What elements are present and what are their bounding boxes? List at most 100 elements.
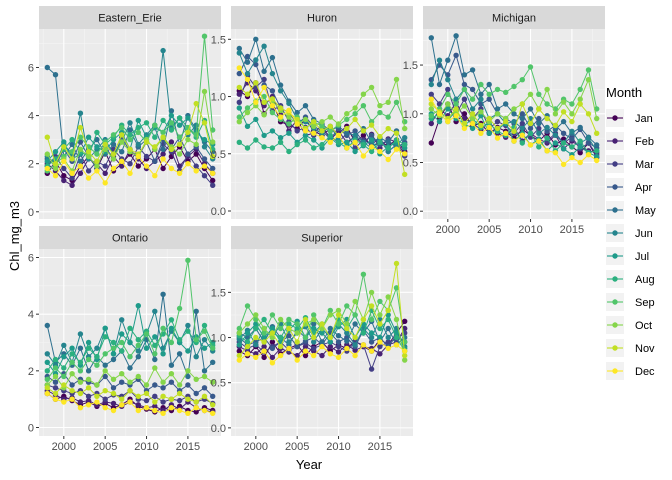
data-point xyxy=(402,352,408,359)
data-point xyxy=(210,153,216,160)
data-point xyxy=(152,399,158,405)
data-point xyxy=(385,294,391,300)
data-point xyxy=(585,152,592,158)
data-point xyxy=(69,136,75,143)
data-point xyxy=(52,379,59,385)
data-point xyxy=(560,99,567,105)
data-point xyxy=(585,140,592,146)
data-point xyxy=(94,382,100,388)
data-point xyxy=(176,337,183,343)
data-point xyxy=(143,331,150,337)
data-point xyxy=(277,325,284,332)
data-point xyxy=(94,399,100,405)
legend-key-point xyxy=(612,138,618,144)
y-tick-label: 0 xyxy=(28,423,34,435)
data-point xyxy=(236,330,242,336)
data-point xyxy=(428,120,434,127)
legend-label: Jun xyxy=(635,228,653,240)
data-point xyxy=(335,132,342,139)
data-point xyxy=(244,339,251,345)
series-dec xyxy=(236,65,408,163)
data-point xyxy=(393,99,400,106)
data-point xyxy=(85,345,92,351)
data-point xyxy=(77,368,84,374)
data-point xyxy=(269,128,276,134)
data-point xyxy=(61,382,67,388)
data-point xyxy=(168,362,175,368)
data-point xyxy=(152,356,158,363)
data-point xyxy=(552,150,559,156)
data-point xyxy=(160,351,166,357)
legend-item-sep: Sep xyxy=(606,293,655,311)
data-point xyxy=(185,368,191,374)
data-point xyxy=(544,101,550,107)
data-point xyxy=(44,368,50,374)
data-point xyxy=(428,96,434,102)
data-point xyxy=(453,101,459,107)
data-point xyxy=(143,120,150,126)
data-point xyxy=(594,148,600,154)
data-point xyxy=(160,151,166,157)
data-point xyxy=(85,356,92,363)
data-point xyxy=(236,65,242,71)
data-point xyxy=(577,150,583,156)
data-point xyxy=(352,111,358,117)
data-point xyxy=(503,118,509,125)
series-nov xyxy=(44,382,216,408)
data-point xyxy=(261,316,267,323)
legend: Month Jan Feb Mar Apr May Jun Jul Aug Sep Oct Nov D… xyxy=(606,85,656,380)
data-point xyxy=(127,379,133,385)
data-point xyxy=(327,339,333,345)
data-point xyxy=(261,339,267,345)
x-tick-label: 2005 xyxy=(93,441,117,453)
data-point xyxy=(261,330,267,336)
data-point xyxy=(445,77,451,83)
data-point xyxy=(102,405,108,411)
data-point xyxy=(135,373,141,380)
data-point xyxy=(377,343,383,350)
data-point xyxy=(176,390,183,397)
data-point xyxy=(201,368,208,374)
series-dec xyxy=(428,96,600,168)
data-point xyxy=(344,330,350,336)
data-point xyxy=(527,142,534,148)
data-point xyxy=(69,388,75,394)
data-point xyxy=(135,348,141,354)
data-point xyxy=(210,182,216,188)
data-point xyxy=(344,303,350,309)
legend-item-mar: Mar xyxy=(606,155,654,173)
data-point xyxy=(569,136,575,142)
data-point xyxy=(135,303,141,309)
data-point xyxy=(201,173,208,179)
data-point xyxy=(69,396,75,402)
facet-label: Superior xyxy=(301,233,343,245)
data-point xyxy=(102,180,108,186)
data-point xyxy=(377,109,383,116)
data-point xyxy=(385,339,391,345)
data-point xyxy=(385,114,391,120)
data-point xyxy=(119,371,125,377)
data-point xyxy=(135,354,141,360)
data-point xyxy=(160,291,166,297)
data-point xyxy=(201,373,208,380)
data-point xyxy=(319,123,325,129)
data-point xyxy=(527,106,534,112)
data-point xyxy=(160,117,166,124)
data-point xyxy=(152,393,158,399)
data-point xyxy=(269,70,276,77)
data-point xyxy=(344,325,350,332)
data-point xyxy=(519,111,525,117)
data-point xyxy=(236,119,242,125)
data-point xyxy=(77,146,84,152)
data-point xyxy=(85,385,92,391)
data-point xyxy=(244,351,251,357)
data-point xyxy=(127,388,133,394)
legend-key-point xyxy=(612,161,618,167)
data-point xyxy=(486,124,492,131)
strip-background xyxy=(39,226,221,249)
data-point xyxy=(478,130,484,136)
legend-item-feb: Feb xyxy=(606,132,654,150)
data-point xyxy=(201,407,208,414)
data-point xyxy=(352,105,358,111)
data-point xyxy=(201,337,208,343)
